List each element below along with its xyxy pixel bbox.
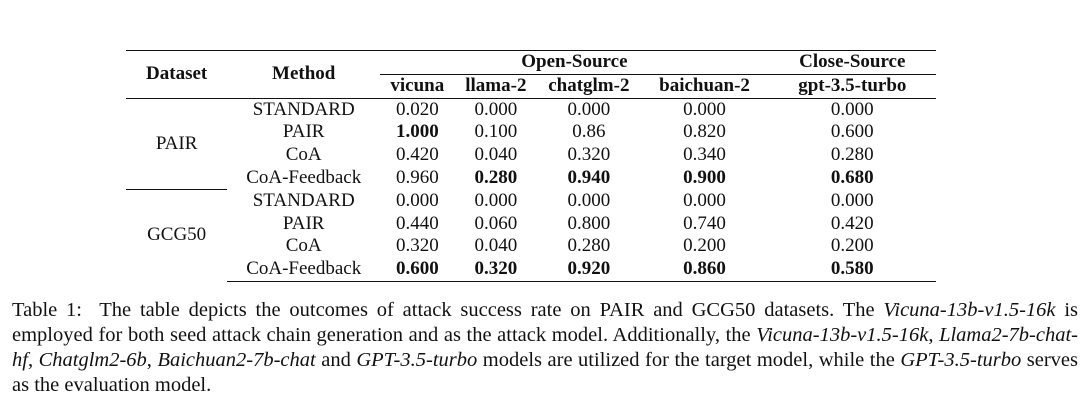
caption-text: models are utilized for the target model… [477, 349, 901, 371]
value-cell: 0.100 [474, 121, 518, 143]
caption-label: Table 1: [12, 299, 82, 321]
value-cell: 0.320 [567, 144, 611, 166]
method-cell: STANDARD [227, 97, 381, 122]
value-cell: 0.000 [537, 97, 641, 122]
value-cell: 0.740 [683, 212, 726, 234]
results-table-container: Dataset Method Open-Source Close-Source … [126, 50, 936, 282]
value-cell-best: 0.320 [454, 258, 538, 282]
header-open-source: Open-Source [380, 50, 769, 75]
table-row: PAIR STANDARD 0.020 0.000 0.000 0.000 0.… [126, 97, 936, 190]
value-cell: 0.960 [395, 166, 439, 188]
value-cell: 0.440 [395, 212, 439, 234]
value-cell: 0.600 [830, 121, 874, 143]
table-caption: Table 1: The table depicts the outcomes … [12, 298, 1078, 398]
value-cell: 0.000 [454, 97, 538, 122]
table-row: PAIR 0.440 0.060 0.800 0.740 0.420 [126, 213, 936, 236]
value-cell: 0.020 [380, 97, 455, 122]
header-dataset: Dataset [126, 50, 228, 99]
value-cell: 0.040 [474, 235, 518, 257]
caption-model-name: Vicuna-13b-v1.5-16k [756, 324, 929, 346]
header-model-llama: llama-2 [465, 74, 527, 96]
caption-model-name: GPT-3.5-turbo [356, 349, 478, 371]
value-cell-best: 1.000 [395, 121, 439, 143]
value-cell: 0.000 [830, 189, 874, 211]
value-cell: 0.340 [683, 144, 726, 166]
value-cell: 0.280 [567, 235, 611, 257]
header-model-vicuna: vicuna [390, 74, 445, 96]
table-row: CoA 0.420 0.040 0.320 0.340 0.280 [126, 144, 936, 167]
value-cell: 0.200 [830, 235, 874, 257]
value-cell: 0.280 [830, 144, 874, 166]
value-cell: 0.320 [395, 235, 439, 257]
value-cell-best: 0.680 [830, 166, 874, 188]
caption-text: , [928, 324, 940, 346]
value-cell: 0.000 [474, 189, 518, 211]
value-cell: 0.000 [768, 97, 936, 122]
value-cell-best: 0.920 [537, 258, 641, 282]
value-cell-best: 0.940 [567, 166, 611, 188]
caption-model-name: Chatglm2-6b [38, 349, 147, 371]
caption-model-name: Baichuan2-7b-chat [157, 349, 316, 371]
value-cell: 0.420 [830, 212, 874, 234]
method-cell: CoA [285, 144, 322, 166]
value-cell: 0.040 [474, 144, 518, 166]
header-model-gpt: gpt-3.5-turbo [798, 74, 907, 96]
caption-model-name: Llama2-7b-chat-hf [12, 324, 1079, 371]
table-row: CoA-Feedback 0.960 0.280 0.940 0.900 0.6… [126, 167, 936, 190]
value-cell: 0.420 [395, 144, 439, 166]
table-row: GCG50 STANDARD 0.000 0.000 0.000 0.000 0… [126, 189, 936, 282]
header-model-baichuan: baichuan-2 [659, 74, 750, 96]
dataset-cell-pair: PAIR [126, 97, 228, 190]
value-cell-best: 0.580 [768, 258, 936, 282]
method-cell: CoA [285, 235, 322, 257]
caption-text: , [146, 349, 158, 371]
table-row: CoA-Feedback 0.600 0.320 0.920 0.860 0.5… [126, 258, 936, 282]
value-cell: 0.000 [640, 97, 769, 122]
results-table: Dataset Method Open-Source Close-Source … [126, 50, 936, 282]
header-method: Method [227, 50, 381, 99]
value-cell: 0.000 [395, 189, 439, 211]
method-cell: CoA-Feedback [246, 166, 362, 188]
caption-text: , [27, 349, 39, 371]
value-cell-best: 0.600 [380, 258, 455, 282]
caption-text: is employed for both seed attack chain g… [12, 299, 1078, 346]
value-cell-best: 0.280 [474, 166, 518, 188]
caption-text: serves as the evaluation model. [12, 349, 1079, 396]
value-cell: 0.800 [567, 212, 611, 234]
value-cell-best: 0.860 [640, 258, 769, 282]
method-cell: PAIR [282, 121, 325, 143]
value-cell: 0.000 [567, 189, 611, 211]
header-model-chatglm: chatglm-2 [548, 74, 630, 96]
value-cell-best: 0.900 [683, 166, 726, 188]
value-cell: 0.200 [683, 235, 726, 257]
dataset-cell-gcg50: GCG50 [126, 189, 228, 282]
caption-text: The table depicts the outcomes of attack… [99, 299, 884, 321]
table-row: PAIR 1.000 0.100 0.86 0.820 0.600 [126, 121, 936, 144]
caption-model-name: GPT-3.5-turbo [900, 349, 1022, 371]
method-cell: PAIR [282, 212, 325, 234]
caption-model-name: Vicuna-13b-v1.5-16k [883, 299, 1056, 321]
caption-text: and [315, 349, 357, 371]
method-cell: CoA-Feedback [227, 258, 381, 282]
header-close-source: Close-Source [768, 50, 936, 75]
value-cell: 0.820 [683, 121, 726, 143]
method-cell: STANDARD [252, 189, 355, 211]
value-cell: 0.060 [474, 212, 518, 234]
value-cell: 0.000 [683, 189, 726, 211]
value-cell: 0.86 [572, 121, 606, 143]
table-row: CoA 0.320 0.040 0.280 0.200 0.200 [126, 235, 936, 258]
